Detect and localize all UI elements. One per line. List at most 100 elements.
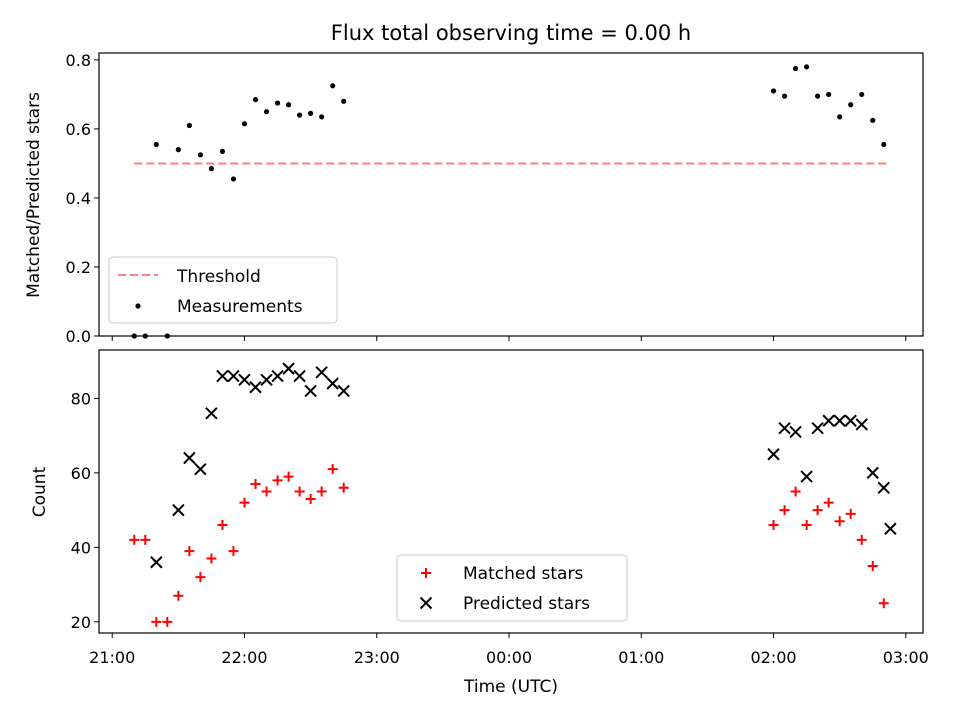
measurement-point bbox=[153, 141, 159, 148]
matched-stars-point bbox=[823, 497, 834, 508]
matched-stars-point bbox=[162, 616, 173, 627]
predicted-stars-point bbox=[767, 448, 780, 461]
top-y-tick-label: 0.0 bbox=[66, 327, 91, 346]
matched-stars-point bbox=[151, 616, 162, 627]
x-tick-label: 02:00 bbox=[750, 648, 796, 667]
x-tick-label: 03:00 bbox=[883, 648, 929, 667]
matched-stars-point bbox=[801, 520, 812, 531]
predicted-stars-point bbox=[238, 373, 251, 386]
matched-stars-point bbox=[217, 520, 228, 531]
top-y-tick-label: 0.8 bbox=[66, 51, 91, 70]
x-tick-label: 22:00 bbox=[221, 648, 267, 667]
measurement-point bbox=[341, 98, 347, 104]
predicted-stars-point bbox=[216, 369, 229, 383]
measurement-point bbox=[252, 96, 259, 103]
measurement-point bbox=[230, 176, 237, 182]
measurement-point bbox=[274, 100, 281, 106]
predicted-stars-point bbox=[183, 451, 196, 465]
predicted-stars-point bbox=[227, 369, 240, 383]
matched-stars-point bbox=[856, 534, 867, 545]
measurement-point bbox=[263, 109, 270, 115]
matched-stars-point bbox=[294, 486, 305, 497]
predicted-stars-point bbox=[822, 414, 835, 427]
matched-stars-point bbox=[305, 493, 316, 504]
predicted-stars-point bbox=[811, 421, 824, 435]
measurement-point bbox=[792, 65, 799, 72]
top-y-axis-label: Matched/Predicted stars bbox=[24, 92, 44, 298]
top-legend bbox=[108, 256, 338, 324]
measurement-point bbox=[804, 64, 810, 70]
predicted-stars-point bbox=[304, 384, 317, 398]
legend-measurements-swatch bbox=[135, 303, 141, 309]
matched-stars-point bbox=[338, 482, 349, 493]
measurement-point bbox=[197, 152, 204, 158]
measurement-point bbox=[870, 117, 876, 123]
matched-stars-point bbox=[779, 505, 790, 516]
measurement-point bbox=[859, 91, 865, 98]
predicted-stars-point bbox=[337, 384, 350, 398]
x-axis-label: Time (UTC) bbox=[463, 677, 558, 697]
chart-title: Flux total observing time = 0.00 h bbox=[331, 21, 691, 45]
predicted-stars-point bbox=[293, 369, 306, 383]
measurement-point bbox=[175, 147, 181, 153]
measurement-point bbox=[241, 121, 248, 127]
top-y-tick-label: 0.4 bbox=[66, 189, 91, 208]
predicted-stars-point bbox=[877, 481, 890, 494]
measurement-point bbox=[815, 93, 821, 99]
x-tick-label: 01:00 bbox=[618, 648, 664, 667]
predicted-stars-point bbox=[315, 366, 328, 379]
matched-stars-point bbox=[790, 486, 801, 497]
matched-stars-point bbox=[239, 497, 250, 508]
bottom-plot: 20 40 60 80 21:00 22:00 23:00 00:00 01:00 02:00 03… bbox=[71, 349, 929, 667]
legend-measurements-label: Measurements bbox=[177, 297, 303, 317]
top-y-tick-label: 0.6 bbox=[66, 120, 91, 139]
matched-stars-point bbox=[845, 508, 856, 519]
matched-stars-point bbox=[768, 520, 779, 531]
x-tick-label: 21:00 bbox=[89, 648, 135, 667]
legend-threshold-label: Threshold bbox=[176, 267, 261, 287]
predicted-stars-point bbox=[172, 503, 185, 517]
predicted-stars-point bbox=[800, 470, 813, 483]
legend-matched-label: Matched stars bbox=[463, 564, 583, 584]
legend-predicted-swatch bbox=[419, 596, 433, 610]
predicted-stars-point bbox=[194, 462, 207, 476]
predicted-stars-point bbox=[778, 421, 791, 435]
predicted-stars-point bbox=[260, 373, 273, 386]
predicted-stars-point bbox=[249, 381, 262, 394]
matched-stars-point bbox=[206, 553, 217, 564]
x-tick-label: 00:00 bbox=[486, 648, 532, 667]
bottom-axes-frame bbox=[98, 349, 924, 634]
bottom-y-axis-label: Count bbox=[30, 466, 50, 517]
measurement-point bbox=[308, 110, 314, 116]
measurement-point bbox=[848, 102, 854, 108]
predicted-stars-point bbox=[789, 425, 802, 439]
measurement-point bbox=[781, 93, 788, 99]
measurement-point bbox=[881, 141, 887, 148]
matched-stars-point bbox=[834, 516, 845, 527]
matched-stars-point bbox=[140, 534, 151, 545]
measurement-point bbox=[826, 91, 832, 98]
predicted-stars-point bbox=[866, 466, 879, 480]
bottom-legend bbox=[396, 554, 628, 622]
matched-stars-point bbox=[878, 598, 889, 609]
matched-stars-point bbox=[261, 486, 272, 497]
x-tick-label: 23:00 bbox=[354, 648, 400, 667]
measurement-point bbox=[219, 148, 226, 154]
predicted-stars-point bbox=[884, 522, 897, 535]
measurement-point bbox=[208, 166, 215, 172]
predicted-stars-point bbox=[855, 418, 868, 431]
measurement-point bbox=[285, 102, 292, 108]
top-y-tick-label: 0.2 bbox=[66, 258, 91, 277]
predicted-stars-point bbox=[150, 556, 163, 569]
matched-stars-point bbox=[250, 479, 261, 490]
bottom-y-tick-label: 40 bbox=[71, 538, 91, 557]
bottom-y-tick-label: 80 bbox=[71, 389, 91, 408]
legend-matched-swatch bbox=[421, 568, 431, 578]
top-plot: 0.0 0.2 0.4 0.6 0.8 Threshold Measurements bbox=[66, 51, 924, 346]
predicted-stars-point bbox=[282, 362, 295, 375]
matched-stars-point bbox=[173, 590, 184, 601]
matched-stars-point bbox=[316, 486, 327, 497]
predicted-stars-point bbox=[326, 377, 339, 390]
predicted-stars-point bbox=[833, 414, 846, 427]
